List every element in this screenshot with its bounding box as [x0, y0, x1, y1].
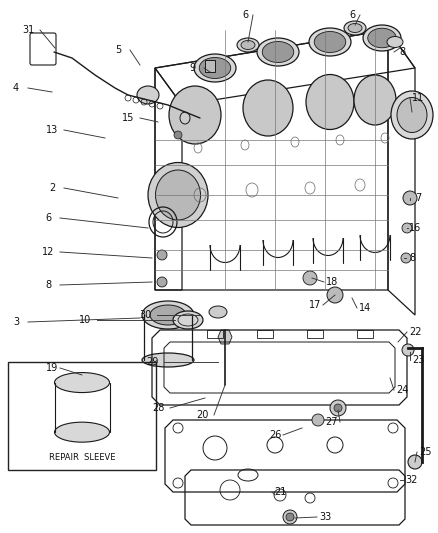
- Circle shape: [283, 510, 297, 524]
- Circle shape: [303, 271, 317, 285]
- Ellipse shape: [391, 91, 433, 139]
- Text: 6: 6: [45, 213, 51, 223]
- Ellipse shape: [397, 98, 427, 133]
- Ellipse shape: [173, 311, 203, 329]
- Text: 8: 8: [409, 253, 415, 263]
- Ellipse shape: [354, 75, 396, 125]
- Circle shape: [327, 287, 343, 303]
- Text: 29: 29: [146, 357, 158, 367]
- Ellipse shape: [209, 306, 227, 318]
- Text: REPAIR  SLEEVE: REPAIR SLEEVE: [49, 454, 115, 463]
- Bar: [307, 330, 323, 338]
- Ellipse shape: [155, 170, 201, 220]
- Text: 14: 14: [359, 303, 371, 313]
- Text: 22: 22: [409, 327, 421, 337]
- Ellipse shape: [142, 301, 194, 329]
- Circle shape: [157, 277, 167, 287]
- Text: 26: 26: [269, 430, 281, 440]
- Ellipse shape: [387, 36, 403, 47]
- Ellipse shape: [348, 23, 362, 33]
- Text: 13: 13: [46, 125, 58, 135]
- Text: 10: 10: [79, 315, 91, 325]
- Circle shape: [402, 223, 412, 233]
- Ellipse shape: [199, 58, 231, 78]
- Circle shape: [157, 250, 167, 260]
- Text: 9: 9: [189, 63, 195, 73]
- Ellipse shape: [194, 54, 236, 82]
- Text: 7: 7: [415, 193, 421, 203]
- Ellipse shape: [309, 28, 351, 56]
- Text: 8: 8: [45, 280, 51, 290]
- Text: 6: 6: [242, 10, 248, 20]
- Circle shape: [286, 513, 294, 521]
- Ellipse shape: [363, 25, 401, 51]
- Ellipse shape: [142, 353, 194, 367]
- Polygon shape: [218, 330, 232, 344]
- Text: 11: 11: [412, 93, 424, 103]
- Text: 24: 24: [396, 385, 408, 395]
- Bar: [357, 330, 373, 338]
- Ellipse shape: [180, 112, 190, 124]
- Text: 21: 21: [274, 487, 286, 497]
- Circle shape: [334, 404, 342, 412]
- Ellipse shape: [243, 80, 293, 136]
- Text: 25: 25: [419, 447, 431, 457]
- Text: 33: 33: [319, 512, 331, 522]
- Ellipse shape: [262, 42, 294, 62]
- Text: 32: 32: [406, 475, 418, 485]
- Text: 16: 16: [409, 223, 421, 233]
- Ellipse shape: [344, 21, 366, 35]
- Text: 31: 31: [22, 25, 34, 35]
- Text: 17: 17: [309, 300, 321, 310]
- Circle shape: [174, 131, 182, 139]
- Ellipse shape: [150, 305, 186, 325]
- Text: 28: 28: [152, 403, 164, 413]
- Bar: [205, 60, 215, 72]
- Ellipse shape: [241, 41, 255, 50]
- Circle shape: [330, 400, 346, 416]
- Ellipse shape: [314, 31, 346, 52]
- Text: 2: 2: [49, 183, 55, 193]
- Text: 3: 3: [13, 317, 19, 327]
- Text: 8: 8: [399, 47, 405, 57]
- Bar: [257, 330, 273, 338]
- Circle shape: [402, 344, 414, 356]
- Ellipse shape: [54, 422, 110, 442]
- Ellipse shape: [148, 163, 208, 228]
- Text: 30: 30: [139, 310, 151, 320]
- Bar: [8, 362, 156, 470]
- Text: 27: 27: [326, 417, 338, 427]
- Ellipse shape: [306, 75, 354, 130]
- Text: 20: 20: [196, 410, 208, 420]
- Text: 15: 15: [122, 113, 134, 123]
- Circle shape: [403, 191, 417, 205]
- Text: 4: 4: [13, 83, 19, 93]
- Ellipse shape: [169, 86, 221, 144]
- Text: 19: 19: [46, 363, 58, 373]
- Ellipse shape: [368, 28, 396, 48]
- Circle shape: [312, 414, 324, 426]
- Circle shape: [401, 253, 411, 263]
- Ellipse shape: [257, 38, 299, 66]
- Ellipse shape: [237, 38, 259, 52]
- Ellipse shape: [137, 86, 159, 104]
- Text: 23: 23: [412, 355, 424, 365]
- Text: 5: 5: [115, 45, 121, 55]
- Bar: [207, 330, 223, 338]
- Text: 18: 18: [326, 277, 338, 287]
- Text: 12: 12: [42, 247, 54, 257]
- Text: 6: 6: [349, 10, 355, 20]
- Circle shape: [408, 455, 422, 469]
- Ellipse shape: [54, 373, 110, 393]
